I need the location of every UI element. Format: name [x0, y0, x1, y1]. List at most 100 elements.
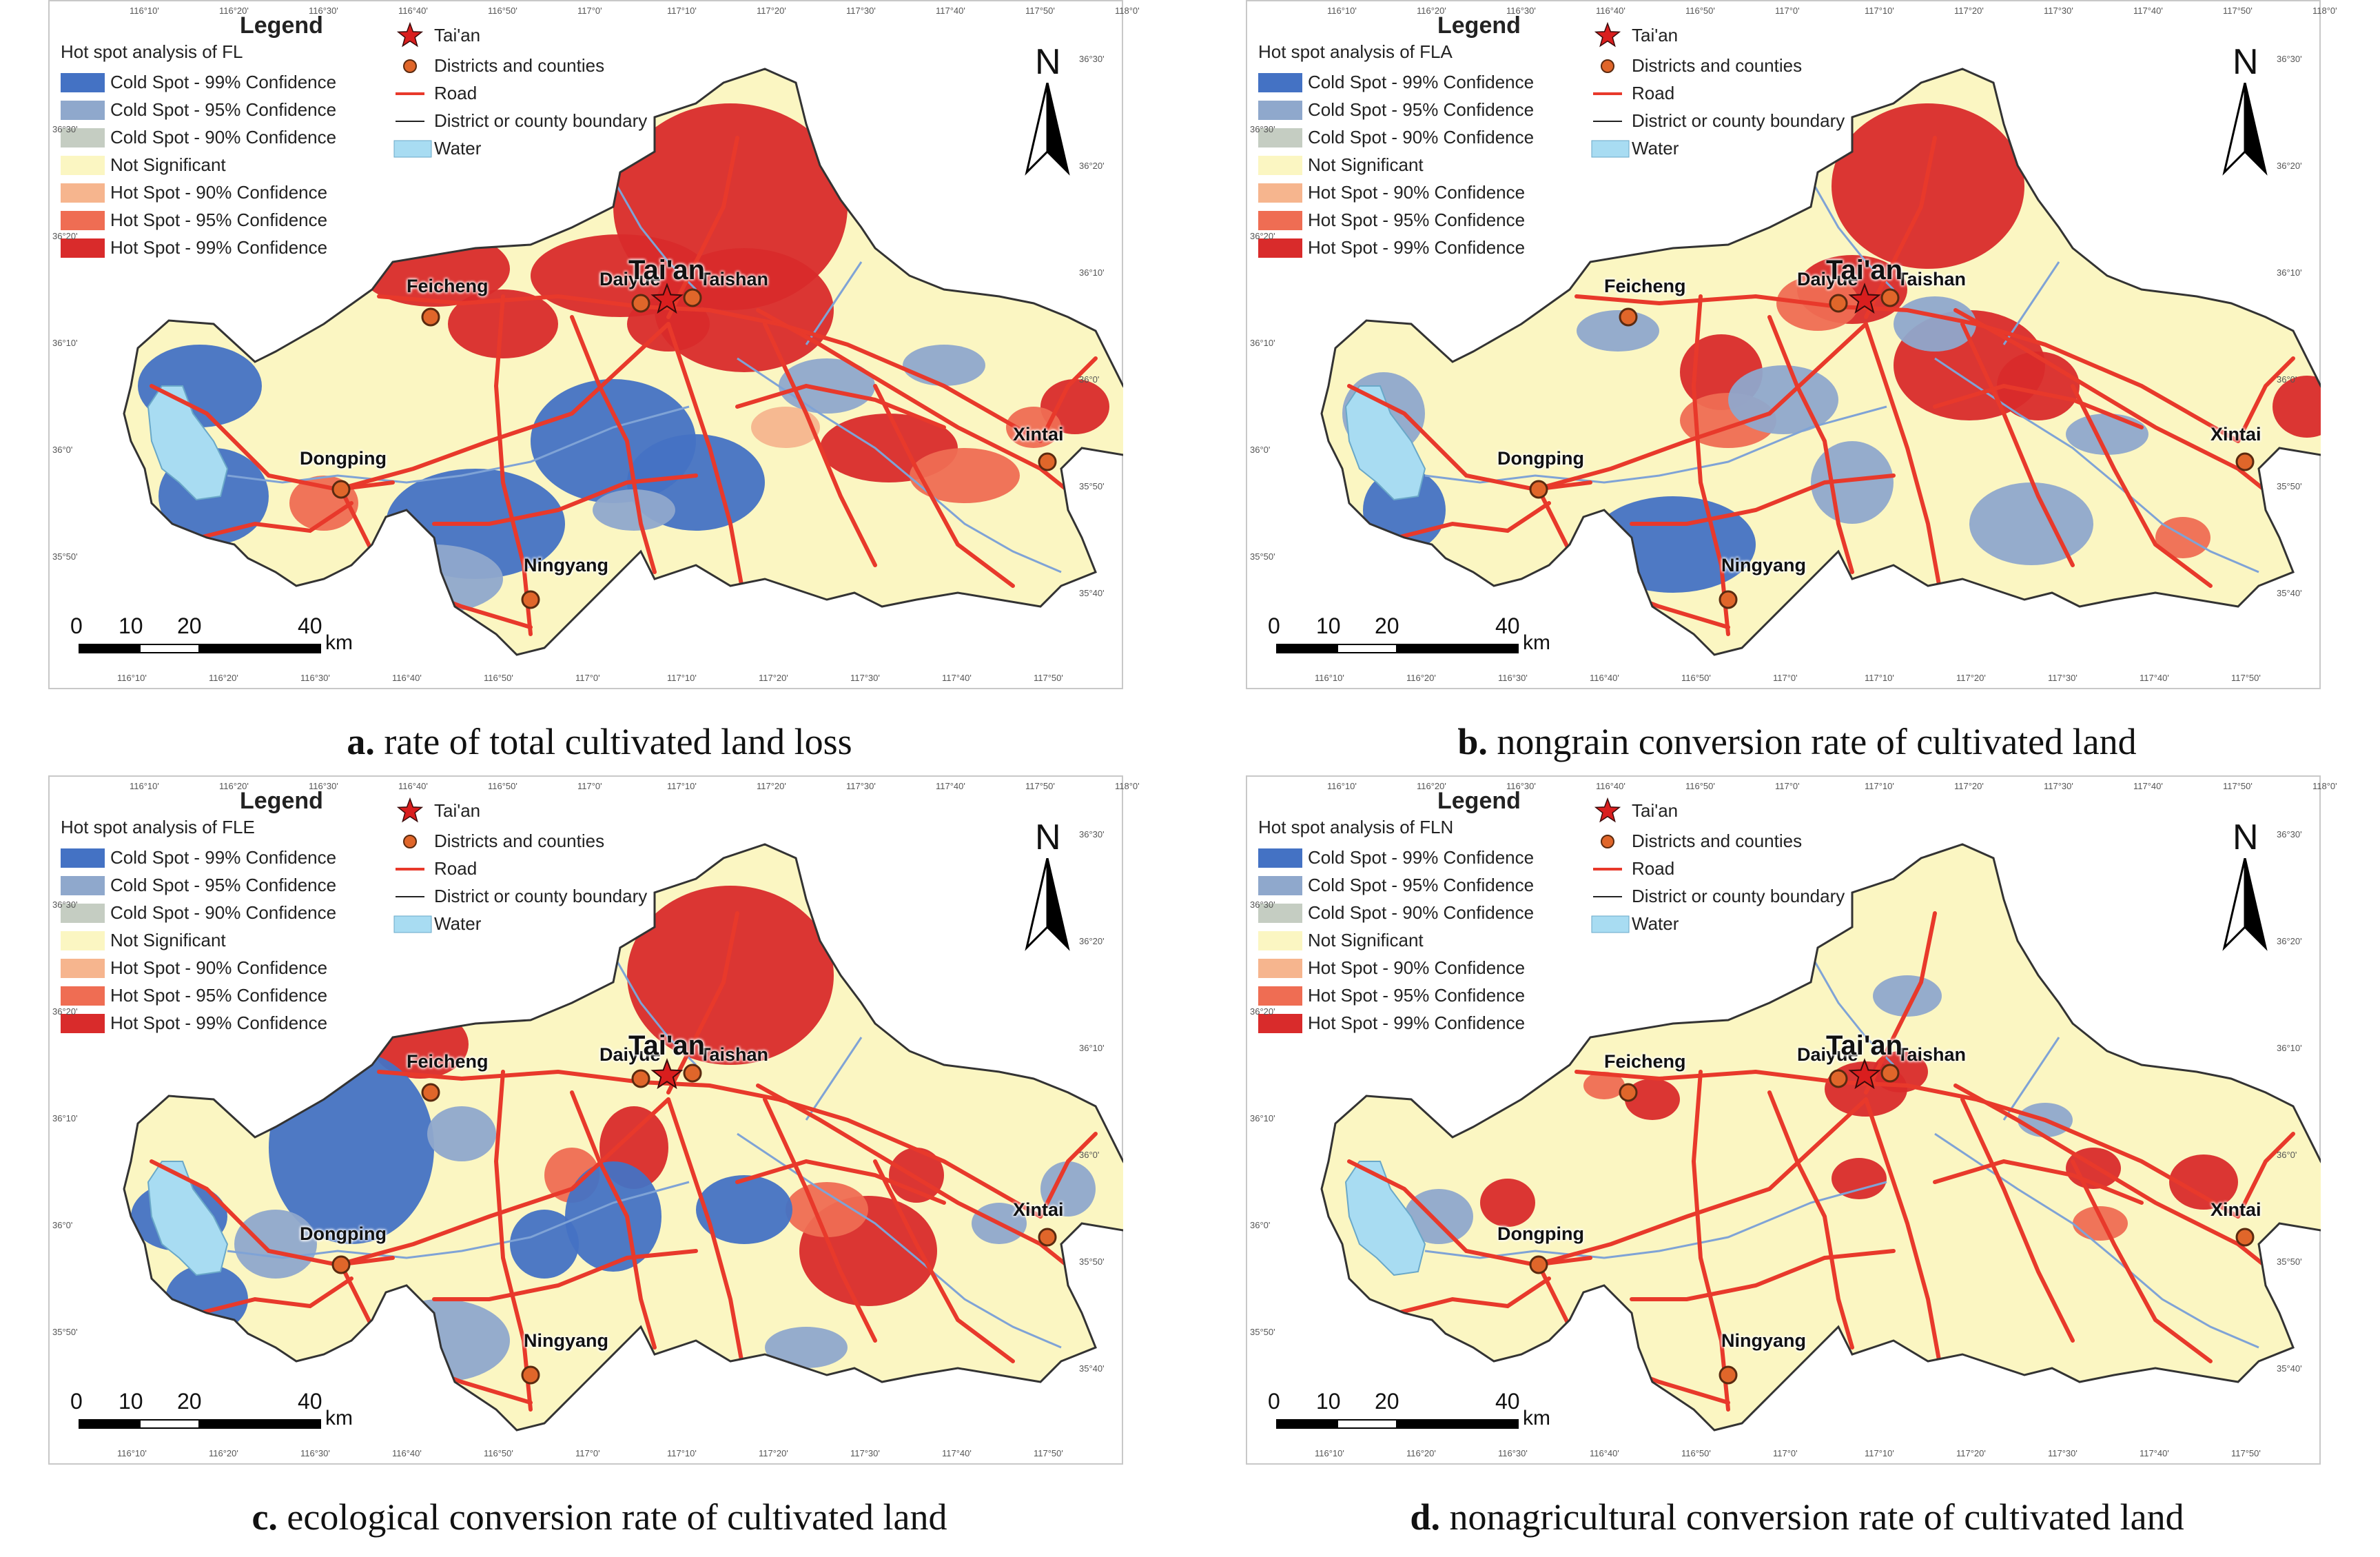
city-star-taian — [1848, 283, 1881, 314]
legend-water-label: Water — [434, 913, 482, 934]
map-canvas — [1320, 68, 2321, 656]
longitude-tick: 117°20' — [1954, 781, 1984, 791]
legend-class-label: Cold Spot - 90% Confidence — [1308, 127, 1535, 147]
legend-water: Water — [1590, 910, 1679, 938]
hotspot-patch — [165, 1265, 248, 1334]
place-label-ningyang: Ningyang — [1721, 555, 1807, 576]
water-swatch-icon — [1591, 915, 1630, 933]
latitude-tick: 36°10' — [2277, 267, 2302, 278]
latitude-tick: 35°50' — [1079, 1256, 1105, 1267]
longitude-tick: 116°10' — [1327, 781, 1357, 791]
legend-districts-label: Districts and counties — [1632, 55, 1803, 76]
place-label-dongping: Dongping — [300, 448, 387, 469]
latitude-tick: 36°0' — [52, 445, 73, 455]
longitude-tick: 117°20' — [757, 6, 786, 16]
longitude-tick: 116°20' — [219, 781, 249, 791]
lake-water — [1344, 385, 1426, 501]
latitude-tick: 36°0' — [1079, 1150, 1100, 1160]
scale-segment — [200, 644, 321, 653]
longitude-tick: 117°0' — [575, 673, 600, 683]
legend-city: Tai'an — [1590, 797, 1678, 825]
longitude-tick: 116°20' — [1417, 6, 1446, 16]
place-label-ningyang: Ningyang — [524, 1330, 609, 1351]
boundary-line-icon — [396, 121, 424, 122]
district-marker-xintai — [1038, 1228, 1057, 1247]
longitude-tick: 117°50' — [1025, 6, 1055, 16]
longitude-tick: 117°0' — [1773, 1448, 1798, 1458]
legend-class-label: Cold Spot - 99% Confidence — [1308, 72, 1535, 92]
place-label-xintai: Xintai — [1013, 424, 1064, 445]
legend-swatch — [61, 959, 105, 978]
longitude-tick: 116°20' — [1417, 781, 1446, 791]
latitude-tick: 36°30' — [1250, 124, 1275, 134]
longitude-tick: 117°10' — [667, 1448, 697, 1458]
legend-swatch — [61, 1014, 105, 1033]
hotspot-patch — [1832, 103, 2024, 269]
longitude-tick: 116°30' — [300, 1448, 330, 1458]
latitude-tick: 36°20' — [52, 231, 78, 241]
map-panel-b: Legend Hot spot analysis of FLA Cold Spo… — [1246, 0, 2337, 772]
legend-road: Road — [393, 80, 477, 108]
longitude-tick: 117°40' — [2133, 781, 2163, 791]
legend-swatch — [1258, 848, 1302, 868]
place-label-dongping: Dongping — [1497, 448, 1584, 469]
place-label-dongping: Dongping — [300, 1223, 387, 1244]
longitude-tick: 116°30' — [1498, 673, 1528, 683]
latitude-tick: 36°10' — [52, 1113, 78, 1123]
longitude-tick: 118°0' — [1115, 781, 1140, 791]
city-star-taian — [650, 1058, 684, 1090]
longitude-tick: 117°40' — [2140, 673, 2169, 683]
legend-districts-label: Districts and counties — [1632, 831, 1803, 851]
place-label-daiyue: Daiyue — [1797, 269, 1858, 289]
hotspot-patch — [751, 407, 820, 448]
legend-swatch — [61, 986, 105, 1006]
hotspot-patch — [2073, 1206, 2128, 1241]
longitude-tick: 116°10' — [130, 781, 159, 791]
legend-water: Water — [393, 910, 481, 938]
scale-tick-label: 20 — [177, 1389, 202, 1414]
legend-class-label: Hot Spot - 90% Confidence — [1308, 957, 1526, 978]
longitude-tick: 116°10' — [130, 6, 159, 16]
longitude-tick: 117°10' — [1865, 6, 1894, 16]
legend-districts: Districts and counties — [393, 52, 604, 80]
longitude-tick: 116°30' — [300, 673, 330, 683]
latitude-tick: 36°0' — [2277, 374, 2297, 385]
panel-letter: d. — [1410, 1496, 1440, 1538]
legend-swatch — [1258, 876, 1302, 895]
longitude-tick: 117°10' — [667, 6, 697, 16]
legend-class-label: Cold Spot - 95% Confidence — [1308, 875, 1535, 895]
longitude-tick: 117°20' — [1956, 1448, 1986, 1458]
legend-class-label: Hot Spot - 99% Confidence — [110, 237, 328, 258]
latitude-tick: 36°10' — [1079, 1043, 1105, 1053]
longitude-tick: 117°0' — [1775, 781, 1800, 791]
hotspot-patch — [365, 545, 503, 613]
scale-unit: km — [325, 631, 353, 654]
latitude-tick: 36°30' — [52, 124, 78, 134]
latitude-tick: 36°10' — [1250, 338, 1275, 348]
hotspot-patch — [910, 448, 1020, 503]
hotspot-patch — [372, 1299, 510, 1382]
latitude-tick: 36°10' — [1079, 267, 1105, 278]
hotspot-patch — [1480, 1179, 1535, 1227]
north-arrow: N — [2217, 41, 2286, 179]
longitude-tick: 116°20' — [209, 1448, 238, 1458]
scale-tick-label: 0 — [1268, 1389, 1280, 1414]
map-canvas — [1320, 843, 2321, 1432]
longitude-tick: 116°40' — [1596, 6, 1625, 16]
longitude-tick: 116°50' — [1681, 1448, 1711, 1458]
legend-swatch — [1258, 73, 1302, 92]
legend-districts-label: Districts and counties — [434, 831, 605, 851]
latitude-tick: 36°30' — [2277, 54, 2302, 64]
legend-road-label: Road — [434, 83, 478, 103]
legend-class-label: Cold Spot - 99% Confidence — [110, 72, 337, 92]
hotspot-patch — [2169, 1154, 2238, 1210]
longitude-tick: 116°40' — [392, 1448, 422, 1458]
district-marker-taishan — [1880, 288, 1900, 307]
latitude-tick: 35°50' — [1250, 1327, 1275, 1337]
district-marker-dongping — [331, 480, 351, 499]
district-marker-daiyue — [631, 1069, 650, 1088]
hotspot-patch — [427, 1106, 496, 1161]
longitude-tick: 117°40' — [942, 1448, 972, 1458]
map-panel-d: Legend Hot spot analysis of FLN Cold Spo… — [1246, 775, 2337, 1547]
district-marker-xintai — [1038, 452, 1057, 471]
